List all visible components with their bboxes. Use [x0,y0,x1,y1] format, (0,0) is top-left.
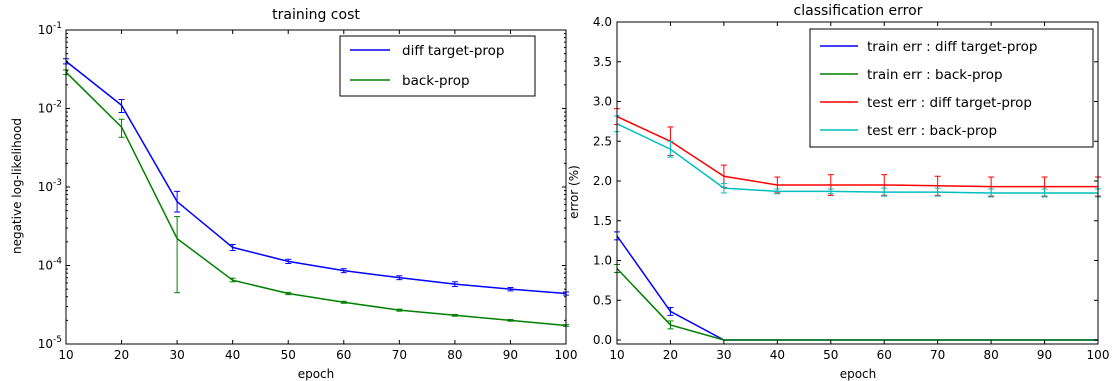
series-line-diff-target-prop [65,60,567,295]
x-tick-label: 90 [1037,348,1052,362]
x-tick-label: 40 [770,348,785,362]
y-tick-label: 2.0 [593,174,612,188]
y-tick-label: 3.5 [593,55,612,69]
training-cost-ylabel: negative log-likelihood [10,118,24,254]
classification-error-legend-box [809,28,1094,148]
x-tick-label: 100 [1087,348,1110,362]
x-tick-label: 10 [609,348,624,362]
legend-label-test-err-back-prop: test err : back-prop [867,123,997,139]
x-tick-label: 70 [930,348,945,362]
y-tick-label: 10-2 [38,100,62,116]
x-tick-label: 10 [58,348,73,362]
y-tick-label: 0.5 [593,293,612,307]
legend-label-test-err-diff-target-prop: test err : diff target-prop [867,95,1032,111]
y-tick-label: 2.5 [593,134,612,148]
x-tick-label: 60 [336,348,351,362]
x-tick-label: 50 [281,348,296,362]
legend-label-train-err-back-prop: train err : back-prop [867,67,1003,83]
x-tick-label: 90 [503,348,518,362]
series-line-back-prop [65,71,567,327]
x-tick-label: 70 [392,348,407,362]
y-tick-label: 3.0 [593,95,612,109]
x-tick-label: 80 [447,348,462,362]
training-cost-title: training cost [272,7,360,23]
x-tick-label: 40 [225,348,240,362]
classification-error-xlabel: epoch [840,367,877,381]
series-diff-target-prop [63,58,569,296]
series-line-train-err-back-prop [616,267,1098,341]
training-cost-legend: diff target-prop back-prop [339,35,536,97]
x-tick-label: 60 [877,348,892,362]
y-tick-label: 0.0 [593,333,612,347]
x-tick-label: 20 [114,348,129,362]
classification-error-legend: train err : diff target-prop train err :… [809,28,1094,148]
y-tick-label: 10-5 [38,335,62,351]
x-tick-label: 50 [823,348,838,362]
legend-label-train-err-diff-target-prop: train err : diff target-prop [867,39,1038,55]
y-tick-label: 10-4 [38,257,63,273]
x-tick-label: 80 [983,348,998,362]
legend-label-diff-target-prop: diff target-prop [402,43,504,59]
classification-error-chart: classification error epoch error (%) 10 2… [567,3,1109,381]
y-tick-label: 10-1 [38,21,62,37]
y-tick-label: 10-3 [38,178,62,194]
training-cost-legend-box [339,35,536,97]
x-tick-label: 30 [169,348,184,362]
classification-error-ylabel: error (%) [567,165,581,219]
y-tick-label: 4.0 [593,15,612,29]
series-line-test-err-back-prop [616,123,1098,194]
x-tick-label: 20 [663,348,678,362]
y-tick-label: 1.5 [593,214,612,228]
training-cost-xlabel: epoch [298,367,335,381]
classification-error-title: classification error [794,3,923,19]
x-tick-label: 100 [555,348,578,362]
series-line-test-err-diff-target-prop [616,115,1098,188]
x-tick-label: 30 [716,348,731,362]
training-cost-chart: training cost epoch negative log-likelih… [10,7,577,381]
legend-label-back-prop: back-prop [402,73,470,89]
classification-error-plot-area [616,21,1099,345]
y-tick-label: 1.0 [593,254,612,268]
